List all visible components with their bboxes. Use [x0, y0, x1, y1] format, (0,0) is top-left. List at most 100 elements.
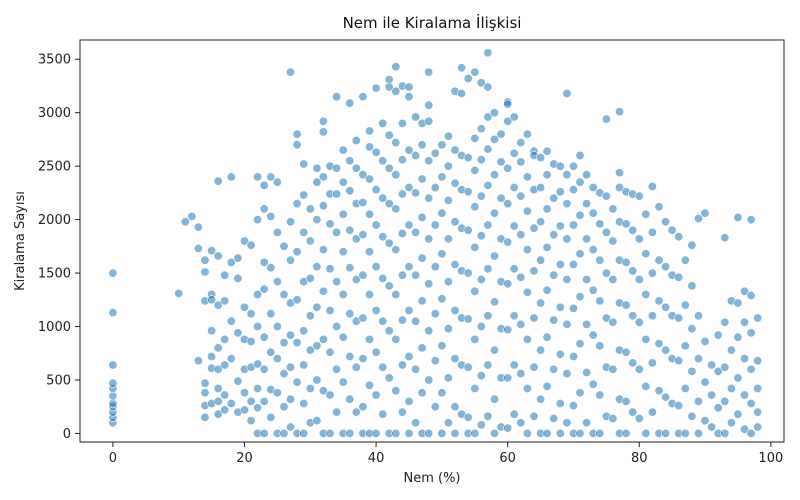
data-point: [661, 392, 671, 402]
data-point: [397, 315, 407, 325]
data-point: [193, 222, 203, 232]
data-point: [384, 82, 394, 92]
data-point: [614, 107, 624, 117]
data-point: [509, 360, 519, 370]
data-point: [509, 311, 519, 321]
data-point: [266, 263, 276, 273]
y-tick-label: 3500: [38, 53, 71, 68]
data-point: [628, 225, 638, 235]
data-point: [404, 183, 414, 193]
data-point: [463, 74, 473, 84]
data-point: [266, 412, 276, 422]
data-point: [634, 191, 644, 201]
data-point: [371, 220, 381, 230]
data-point: [726, 383, 736, 393]
data-point: [437, 140, 447, 150]
data-point: [476, 274, 486, 284]
data-point: [226, 316, 236, 326]
data-point: [588, 379, 598, 389]
data-point: [266, 347, 276, 357]
data-point: [285, 330, 295, 340]
data-point: [542, 428, 552, 438]
data-point: [463, 314, 473, 324]
data-point: [661, 345, 671, 355]
data-point: [424, 67, 434, 77]
data-point: [509, 264, 519, 274]
data-point: [259, 204, 269, 214]
data-point: [522, 334, 532, 344]
data-point: [601, 313, 611, 323]
data-point: [509, 112, 519, 122]
data-point: [601, 114, 611, 124]
data-point: [437, 294, 447, 304]
data-point: [312, 177, 322, 187]
data-point: [338, 177, 348, 187]
data-point: [575, 177, 585, 187]
data-point: [667, 225, 677, 235]
data-point: [641, 381, 651, 391]
data-point: [614, 168, 624, 178]
data-point: [279, 402, 289, 412]
data-point: [628, 266, 638, 276]
data-point: [437, 388, 447, 398]
data-point: [700, 336, 710, 346]
data-point: [568, 259, 578, 269]
data-point: [233, 253, 243, 263]
y-tick-label: 1000: [38, 320, 71, 335]
data-point: [108, 378, 118, 388]
data-point: [391, 204, 401, 214]
data-point: [483, 48, 493, 58]
data-point: [404, 351, 414, 361]
data-point: [568, 401, 578, 411]
data-point: [351, 407, 361, 417]
data-point: [476, 321, 486, 331]
data-point: [332, 407, 342, 417]
data-point: [476, 371, 486, 381]
data-point: [687, 324, 697, 334]
data-point: [240, 388, 250, 398]
data-point: [259, 284, 269, 294]
data-point: [430, 309, 440, 319]
x-tick-label: 20: [236, 451, 253, 466]
data-point: [536, 153, 546, 163]
data-point: [266, 309, 276, 319]
data-point: [318, 201, 328, 211]
data-point: [404, 428, 414, 438]
data-point: [299, 190, 309, 200]
data-point: [470, 67, 480, 77]
data-point: [437, 341, 447, 351]
data-point: [496, 157, 506, 167]
data-point: [213, 176, 223, 186]
data-point: [378, 362, 388, 372]
data-point: [318, 116, 328, 126]
data-point: [588, 330, 598, 340]
data-point: [595, 341, 605, 351]
data-point: [595, 390, 605, 400]
data-point: [351, 274, 361, 284]
data-point: [582, 274, 592, 284]
data-point: [693, 311, 703, 321]
data-point: [272, 388, 282, 398]
data-point: [233, 376, 243, 386]
data-point: [345, 309, 355, 319]
data-point: [292, 377, 302, 387]
data-point: [516, 138, 526, 148]
data-point: [424, 428, 434, 438]
data-point: [213, 409, 223, 419]
data-point: [621, 257, 631, 267]
data-point: [108, 268, 118, 278]
data-point: [351, 136, 361, 146]
data-point: [279, 428, 289, 438]
data-point: [641, 209, 651, 219]
data-point: [364, 247, 374, 257]
data-point: [746, 328, 756, 338]
data-point: [739, 317, 749, 327]
data-point: [549, 270, 559, 280]
data-point: [424, 234, 434, 244]
data-point: [647, 182, 657, 192]
data-point: [470, 286, 480, 296]
data-point: [733, 213, 743, 223]
data-point: [601, 191, 611, 201]
data-point: [588, 183, 598, 193]
data-point: [588, 208, 598, 218]
